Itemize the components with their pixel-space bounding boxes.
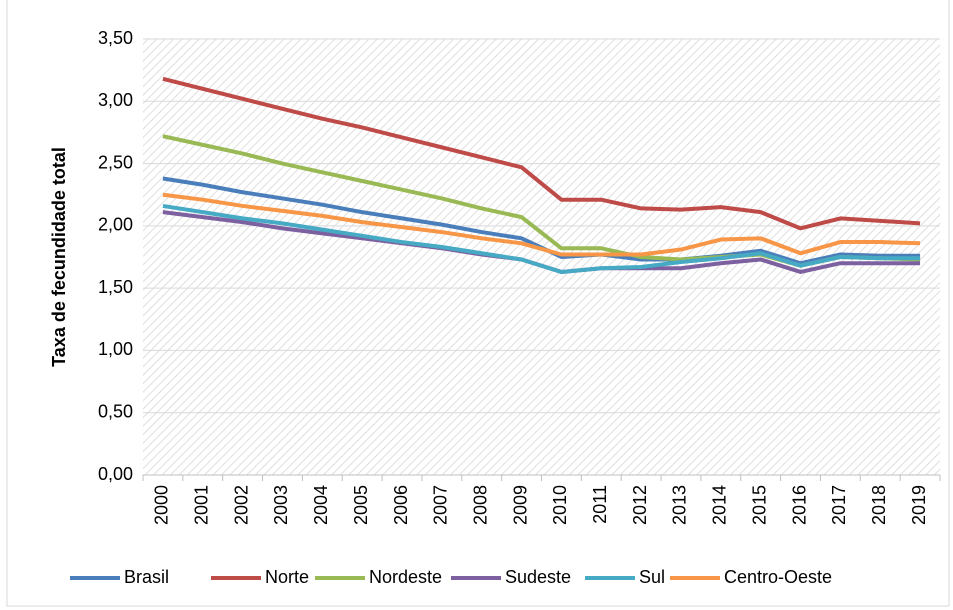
x-tick-label: 2002: [231, 485, 251, 525]
x-tick-label: 2019: [909, 485, 929, 525]
legend-label: Norte: [265, 567, 309, 587]
y-tick-label: 0,00: [98, 464, 133, 484]
legend-label: Centro-Oeste: [724, 567, 832, 587]
x-tick-label: 2010: [550, 485, 570, 525]
x-tick-label: 2014: [710, 485, 730, 525]
x-tick-label: 2011: [590, 485, 610, 524]
x-tick-label: 2001: [192, 485, 212, 525]
series-line: [162, 192, 921, 257]
x-tick-label: 2012: [630, 485, 650, 525]
x-tick-label: 2018: [869, 485, 889, 525]
legend-label: Brasil: [124, 567, 169, 587]
y-tick-label: 1,00: [98, 339, 133, 359]
y-axis-label: Taxa de fecundidade total: [49, 147, 69, 367]
y-tick-label: 3,00: [98, 90, 133, 110]
x-tick-label: 2013: [670, 485, 690, 525]
x-tick-label: 2004: [311, 485, 331, 525]
x-tick-label: 2000: [152, 485, 172, 525]
y-tick-label: 2,50: [98, 152, 133, 172]
x-tick-label: 2005: [351, 485, 371, 525]
x-tick-label: 2015: [749, 485, 769, 525]
series-line: [162, 203, 921, 274]
x-tick-label: 2006: [391, 485, 411, 525]
legend-label: Nordeste: [369, 567, 442, 587]
x-tick-label: 2016: [789, 485, 809, 525]
series-line: [162, 76, 921, 231]
legend-label: Sudeste: [505, 567, 571, 587]
y-tick-label: 0,50: [98, 401, 133, 421]
legend-label: Sul: [639, 567, 665, 587]
y-tick-label: 3,50: [98, 28, 133, 48]
x-tick-label: 2007: [431, 485, 451, 525]
y-tick-label: 1,50: [98, 277, 133, 297]
x-tick-label: 2003: [271, 485, 291, 525]
x-tick-label: 2009: [510, 485, 530, 525]
x-tick-label: 2008: [470, 485, 490, 525]
y-tick-label: 2,00: [98, 215, 133, 235]
plot-area: [143, 39, 940, 475]
x-tick-label: 2017: [829, 485, 849, 525]
